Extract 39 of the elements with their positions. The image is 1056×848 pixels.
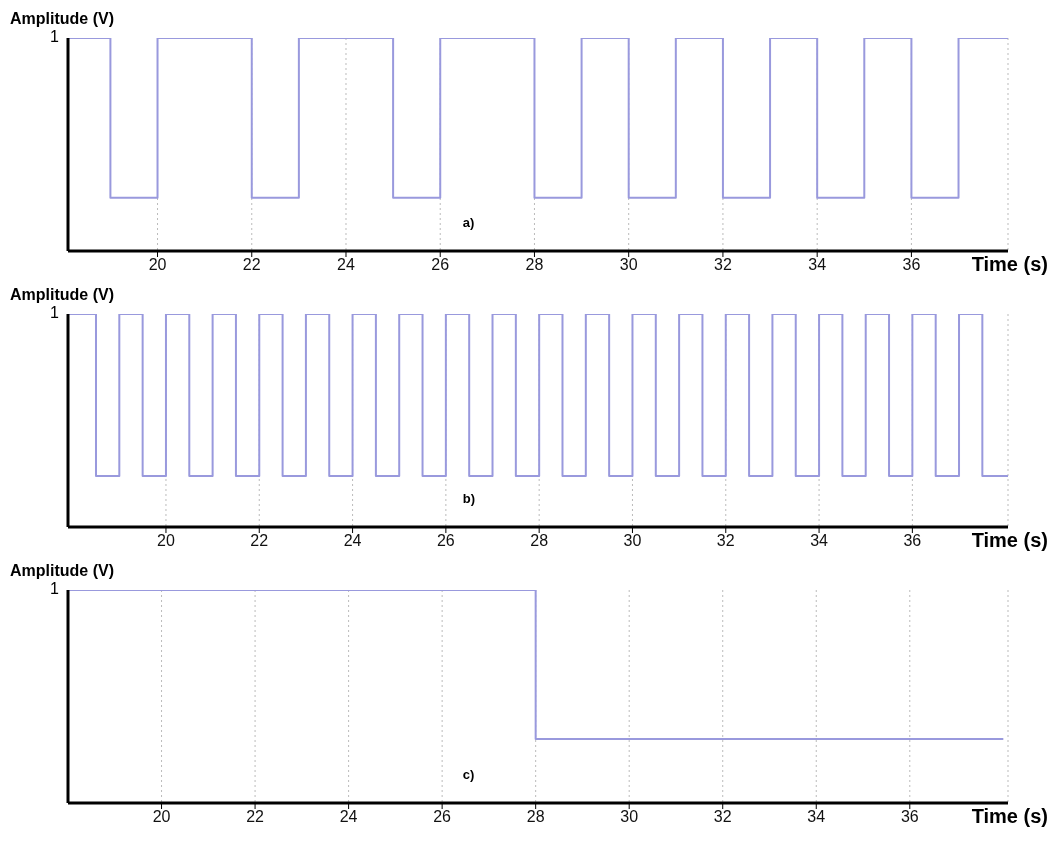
x-tick-label: 36 (903, 532, 922, 550)
x-tick-label: 22 (246, 808, 265, 826)
x-tick-label: 28 (526, 808, 545, 826)
annotation: b) (462, 490, 476, 506)
x-tick-label: 20 (152, 808, 171, 826)
x-tick-label: 36 (902, 256, 921, 274)
x-tick-label: 22 (250, 532, 269, 550)
y-axis-title: Amplitude (V) (10, 10, 114, 28)
x-axis-title: Time (s) (971, 805, 1048, 828)
x-tick-label: 26 (436, 532, 455, 550)
annotation: a) (462, 214, 475, 230)
y-axis-title: Amplitude (V) (10, 562, 114, 580)
x-tick-label: 30 (619, 256, 638, 274)
x-tick-label: 24 (337, 256, 355, 274)
text: 1 (50, 304, 59, 322)
x-tick-label: 34 (808, 256, 827, 274)
text: 1 (50, 580, 59, 598)
annotation: c) (462, 766, 475, 782)
x-tick-label: 30 (623, 532, 642, 550)
x-tick-label: 20 (148, 256, 167, 274)
y-axis-title: Amplitude (V) (10, 286, 114, 304)
x-tick-label: 30 (620, 808, 639, 826)
text: 1 (50, 28, 59, 46)
x-axis-title: Time (s) (971, 253, 1048, 276)
x-tick-label: 28 (530, 532, 549, 550)
x-tick-label: 26 (431, 256, 450, 274)
x-tick-label: 26 (433, 808, 452, 826)
x-tick-label: 34 (810, 532, 829, 550)
x-tick-label: 24 (339, 808, 358, 826)
x-tick-label: 28 (525, 256, 544, 274)
x-tick-label: 32 (714, 256, 732, 274)
x-tick-label: 24 (343, 532, 362, 550)
x-tick-label: 32 (716, 532, 735, 550)
x-tick-label: 32 (713, 808, 732, 826)
x-tick-label: 34 (807, 808, 826, 826)
x-tick-label: 36 (900, 808, 919, 826)
x-tick-label: 22 (242, 256, 261, 274)
x-tick-label: 20 (157, 532, 175, 550)
x-axis-title: Time (s) (971, 529, 1048, 552)
